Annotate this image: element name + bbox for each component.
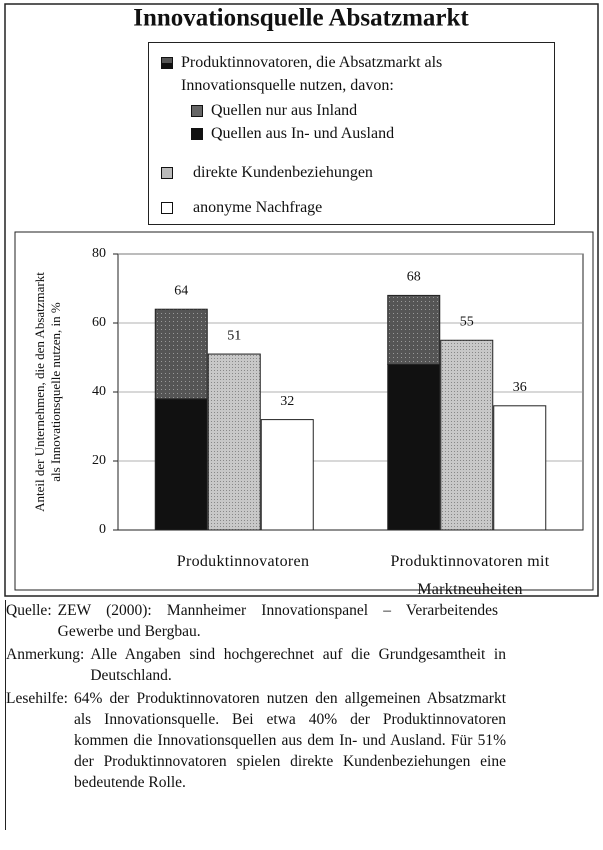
- chart-title: Innovationsquelle Absatzmarkt: [133, 5, 469, 32]
- note-label: Lesehilfe:: [6, 690, 68, 707]
- data-label: 32: [280, 394, 294, 409]
- legend-entry: direkte Kundenbeziehungen: [161, 161, 373, 184]
- bar: [440, 339, 494, 531]
- legend-entry: anonyme Nachfrage: [161, 196, 322, 219]
- note-text: ZEW (2000): Mannheimer Innovationspanel …: [57, 602, 498, 640]
- legend-label: anonyme Nachfrage: [193, 199, 323, 216]
- legend-label: Quellen aus In- und Ausland: [211, 125, 395, 142]
- bar-segment: [154, 308, 208, 400]
- data-label: 64: [174, 283, 188, 298]
- legend-label: direkte Kundenbeziehungen: [193, 164, 373, 181]
- plot-frame: [14, 231, 594, 591]
- note: Anmerkung: Alle Angaben sind hochgerechne…: [6, 644, 506, 686]
- legend-entry: Produktinnovatoren, die Absatzmarkt als …: [161, 51, 541, 97]
- bar: [493, 405, 547, 531]
- y-tick-label: 40: [92, 384, 106, 399]
- note-text: Alle Angaben sind hochgerechnet auf die …: [90, 646, 506, 684]
- y-tick-label: 80: [92, 246, 106, 261]
- bar-segment: [154, 398, 208, 531]
- legend-entry: Quellen aus In- und Ausland: [191, 122, 394, 145]
- y-tick-label: 60: [92, 315, 106, 330]
- legend-entry: Quellen nur aus Inland: [191, 99, 357, 122]
- note: Lesehilfe: 64% der Produktinnovatoren nut…: [6, 688, 506, 793]
- chart: Innovationsquelle Absatzmarkt Anteil der…: [4, 3, 599, 597]
- note-text: 64% der Produktinnovatoren nutzen den al…: [73, 690, 506, 791]
- legend-label: Produktinnovatoren, die Absatzmarkt als …: [181, 54, 443, 94]
- data-label: 68: [407, 270, 421, 285]
- note-label: Anmerkung:: [6, 646, 85, 663]
- legend: Produktinnovatoren, die Absatzmarkt als …: [148, 42, 555, 225]
- notes: Quelle: ZEW (2000): Mannheimer Innovation…: [5, 600, 506, 830]
- bar-segment: [387, 363, 441, 531]
- y-axis-label: als Innovationsquelle nutzen, in %: [48, 302, 63, 482]
- frame: [4, 3, 599, 597]
- data-label: 55: [460, 314, 474, 329]
- x-tick-label: Produktinnovatoren: [176, 553, 310, 570]
- bar: [260, 419, 314, 531]
- y-tick-label: 20: [92, 453, 106, 468]
- data-label: 36: [513, 380, 527, 395]
- legend-label: Quellen nur aus Inland: [211, 102, 358, 119]
- note-label: Quelle:: [6, 602, 52, 619]
- note: Quelle: ZEW (2000): Mannheimer Innovation…: [6, 600, 506, 642]
- bar: [207, 353, 261, 531]
- bar-segment: [387, 294, 441, 365]
- y-axis-label: Anteil der Unternehmen, die den Absatzma…: [32, 272, 47, 512]
- data-label: 51: [227, 328, 241, 343]
- y-tick-label: 0: [99, 522, 106, 537]
- x-tick-label: Produktinnovatoren mit Marktneuheiten: [390, 553, 550, 598]
